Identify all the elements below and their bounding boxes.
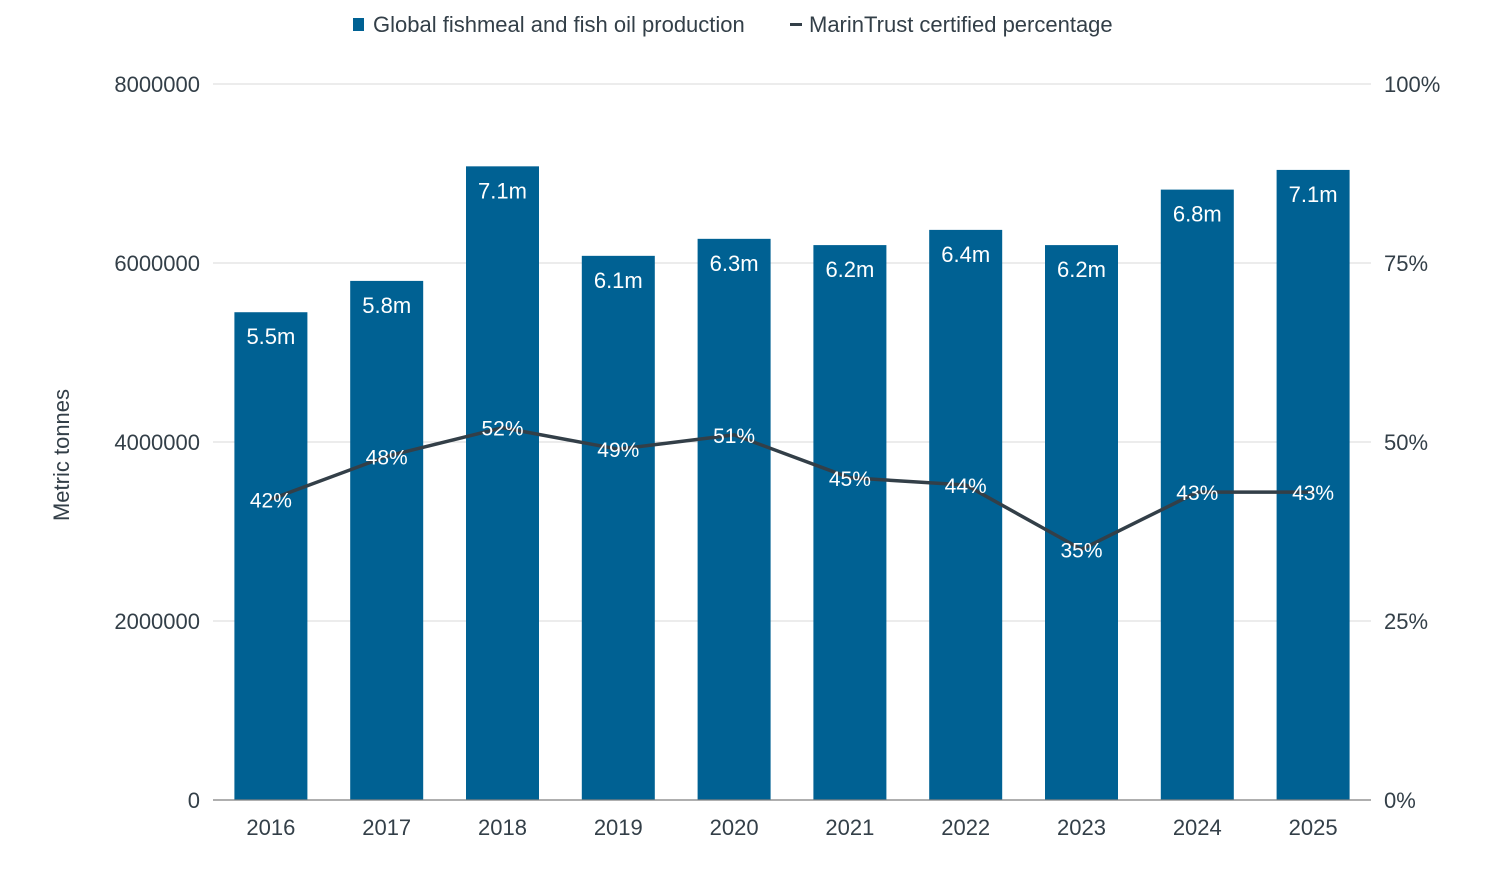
x-tick-label: 2022 xyxy=(941,815,990,840)
line-data-label: 43% xyxy=(1176,482,1218,505)
bar-data-label: 5.5m xyxy=(246,324,295,349)
line-data-label: 35% xyxy=(1060,539,1102,562)
line-data-label: 43% xyxy=(1292,482,1334,505)
line-point xyxy=(732,433,736,437)
bar-series xyxy=(234,166,1350,801)
legend-swatch-production xyxy=(353,18,364,31)
x-tick-label: 2021 xyxy=(825,815,874,840)
y-tick-label: 6000000 xyxy=(114,251,200,276)
line-data-label: 52% xyxy=(481,418,523,441)
line-point xyxy=(616,447,620,451)
bar xyxy=(1276,169,1350,801)
legend-label-certified: MarinTrust certified percentage xyxy=(809,12,1113,37)
line-data-label: 42% xyxy=(250,489,292,512)
bar xyxy=(813,245,887,801)
bar xyxy=(234,312,308,800)
line-point xyxy=(1195,490,1199,494)
bar xyxy=(929,229,1003,800)
line-point xyxy=(385,454,389,458)
x-tick-label: 2020 xyxy=(710,815,759,840)
bar xyxy=(1045,245,1118,801)
y-tick-label: 4000000 xyxy=(114,430,200,455)
bar-data-label: 6.2m xyxy=(825,257,874,282)
line-point xyxy=(501,426,504,430)
bar xyxy=(697,238,771,800)
x-tick-label: 2025 xyxy=(1289,815,1338,840)
bar-data-label: 5.8m xyxy=(362,293,411,318)
bar xyxy=(350,280,424,800)
y2-tick-label: 75% xyxy=(1384,251,1428,276)
y-axis-title: Metric tonnes xyxy=(49,389,74,521)
bar-data-label: 6.4m xyxy=(941,242,990,267)
bar-data-label: 6.2m xyxy=(1057,257,1106,282)
x-tick-label: 2018 xyxy=(478,815,527,840)
y-tick-label: 2000000 xyxy=(114,609,200,634)
y-tick-label: 0 xyxy=(188,788,200,813)
y-tick-label: 8000000 xyxy=(114,72,200,97)
line-point xyxy=(848,476,852,480)
x-tick-label: 2023 xyxy=(1057,815,1106,840)
certified-line xyxy=(270,425,1314,552)
line-point xyxy=(269,497,273,501)
legend-label-production: Global fishmeal and fish oil production xyxy=(373,12,745,37)
bar-data-label: 6.8m xyxy=(1173,202,1222,227)
x-tick-label: 2019 xyxy=(594,815,643,840)
line-data-label: 49% xyxy=(597,439,639,462)
data-labels: 5.5m 5.8m 7.1m 6.1m 6.3m 6.2m 6.4m 6.2m 6.8m 7.1m… xyxy=(246,178,1337,562)
bar xyxy=(466,166,539,801)
y2-tick-label: 0% xyxy=(1384,788,1416,813)
bar xyxy=(1160,189,1234,801)
x-tick-label: 2017 xyxy=(362,815,411,840)
bar-data-label: 7.1m xyxy=(1289,182,1338,207)
bar-data-label: 6.3m xyxy=(710,251,759,276)
line-series xyxy=(269,425,1315,552)
y2-tick-label: 50% xyxy=(1384,430,1428,455)
x-tick-label: 2016 xyxy=(246,815,295,840)
bar-data-label: 7.1m xyxy=(478,178,527,203)
line-data-label: 44% xyxy=(945,475,987,498)
legend-swatch-certified xyxy=(790,23,802,26)
line-data-label: 48% xyxy=(366,446,408,469)
line-data-label: 45% xyxy=(829,468,871,491)
bar-data-label: 6.1m xyxy=(594,268,643,293)
line-point xyxy=(964,483,968,487)
line-point xyxy=(1311,490,1315,494)
x-tick-label: 2024 xyxy=(1173,815,1222,840)
y2-tick-label: 100% xyxy=(1384,72,1440,97)
bar xyxy=(581,255,655,801)
line-data-label: 51% xyxy=(713,425,755,448)
legend: Global fishmeal and fish oil production … xyxy=(353,12,1113,37)
line-point xyxy=(1080,547,1083,551)
y2-tick-label: 25% xyxy=(1384,609,1428,634)
axes: 0 0% 2000000 25% 4000000 50% 6000000 75% 8000000… xyxy=(114,72,1440,840)
